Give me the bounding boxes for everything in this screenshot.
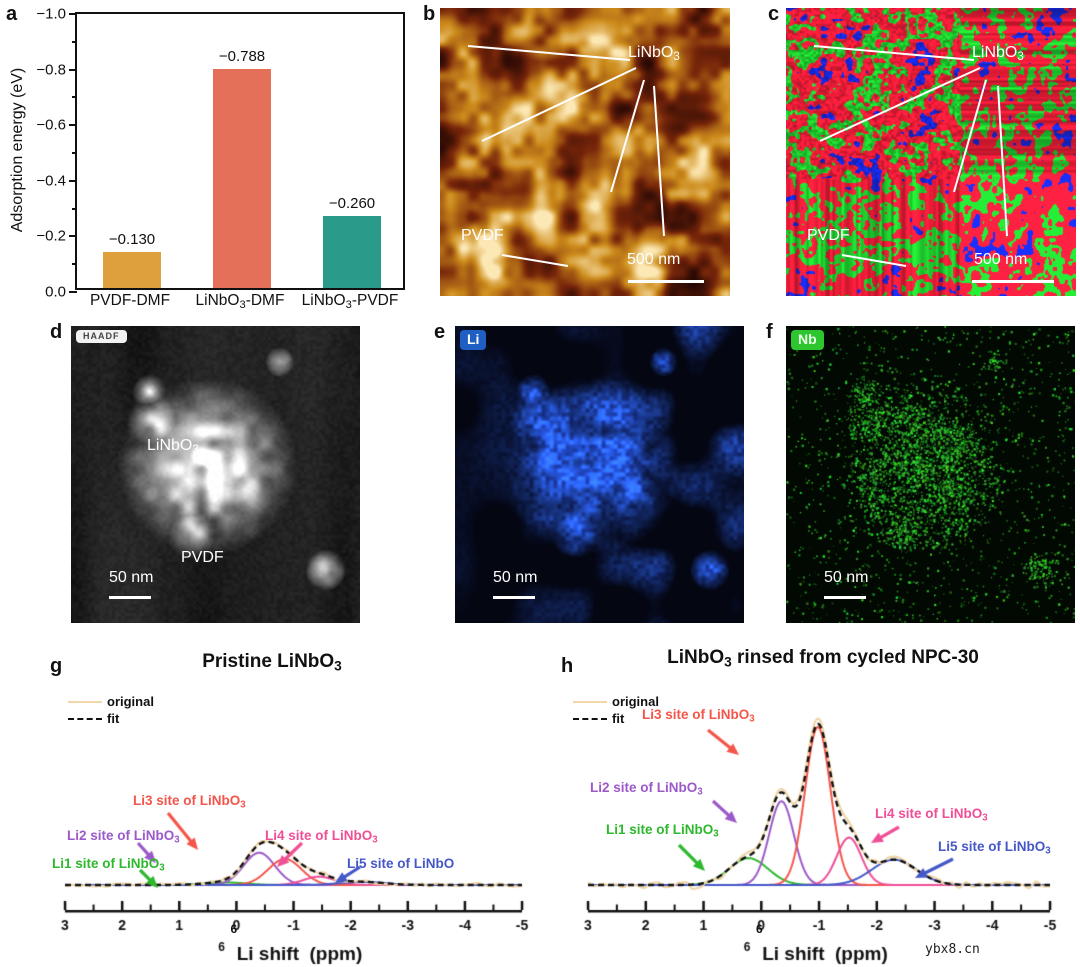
panel-a-bar-chart: a Adsorption energy (eV) 0.0 −0.2 −0.4 −0.6…: [0, 0, 420, 311]
panel-a-x-tick-label: PVDF-DMF: [89, 292, 171, 309]
panel-g-annotation-li2: Li2 site of LiNbO3: [67, 828, 180, 846]
panel-c-label-pvdf: PVDF: [807, 227, 850, 244]
panel-f-scalebar-label: 50 nm: [824, 569, 869, 586]
panel-d-haadf-stem: HAADF LiNbO3 PVDF 50 nm: [71, 326, 360, 623]
panel-a-y-tick: [69, 235, 77, 238]
panel-a-y-tick: [69, 13, 77, 15]
panel-a-bar: [213, 68, 271, 288]
eds-nb-map-image: [786, 326, 1075, 623]
panel-a-y-minor-tick: [72, 207, 77, 210]
panel-d-label-pvdf: PVDF: [181, 549, 224, 566]
panel-a-y-tick-label: −0.6: [36, 116, 66, 134]
panel-g-annotation-li3: Li3 site of LiNbO3: [133, 793, 246, 811]
panel-letter-b: b: [423, 3, 436, 25]
panel-a-bar-value-label: −0.788: [218, 47, 266, 65]
panel-letter-f: f: [766, 321, 773, 343]
panel-h-annotation-li4: Li4 site of LiNbO3: [875, 806, 988, 824]
panel-f-scalebar: [824, 596, 866, 599]
panel-e-scalebar: [493, 596, 535, 599]
panel-a-plot-area: 0.0 −0.2 −0.4 −0.6 −0.8 −1.0 −0.130 −0.788 −0.26…: [36, 6, 405, 301]
panel-g-annotation-li5: Li5 site of LiNbO: [347, 856, 455, 871]
haadf-stem-image: [71, 326, 360, 623]
panel-g-annotation-li1: Li1 site of LiNbO3: [52, 856, 165, 874]
panel-a-x-tick-label: LiNbO3-PVDF: [301, 292, 399, 311]
panel-b-afm-topography: LiNbO3 PVDF 500 nm: [440, 8, 730, 296]
panel-h-nmr-cycled: h LiNbO3 rinsed from cycled NPC-30 origi…: [553, 645, 1068, 967]
panel-a-y-tick-label: −0.8: [36, 61, 66, 79]
panel-f-eds-nb-map: Nb 50 nm: [786, 326, 1075, 623]
panel-a-bar-value-label: −0.260: [328, 194, 376, 212]
panel-c-scalebar-label: 500 nm: [974, 251, 1028, 268]
panel-a-y-tick: [69, 68, 77, 71]
panel-a-y-tick-label: 0.0: [45, 283, 66, 301]
li-shift-superscript: 6: [756, 922, 763, 936]
panel-a-y-minor-tick: [72, 96, 77, 99]
panel-a-x-tick-label: LiNbO3-DMF: [195, 292, 285, 311]
panel-h-annotation-li3: Li3 site of LiNbO3: [642, 707, 755, 725]
panel-a-y-tick: [69, 179, 77, 182]
panel-a-y-minor-tick: [72, 263, 77, 266]
panel-b-annotation-leaders: [467, 45, 665, 267]
panel-letter-d: d: [50, 321, 63, 343]
panel-a-y-tick: [69, 124, 77, 127]
panel-e-eds-li-map: Li 50 nm: [455, 326, 744, 623]
panel-c-scalebar: [972, 280, 1054, 283]
panel-a-bar: [323, 215, 381, 288]
panel-e-element-badge: Li: [460, 330, 487, 350]
panel-d-haadf-badge: HAADF: [76, 330, 127, 344]
panel-g-spectrum-canvas: [30, 645, 540, 967]
panel-h-annotation-li1: Li1 site of LiNbO3: [606, 822, 719, 840]
panel-a-y-tick: [69, 291, 77, 293]
panel-a-bar: [103, 251, 161, 288]
panel-a-y-tick-label: −0.2: [36, 227, 66, 245]
panel-a-bar-value-label: −0.130: [108, 230, 156, 248]
panel-b-label-linbo3: LiNbO3: [628, 44, 680, 63]
panel-a-y-tick-label: −1.0: [36, 5, 66, 23]
panel-a-y-minor-tick: [72, 40, 77, 43]
panel-g-nmr-pristine: g Pristine LiNbO3 original fit Li3 site …: [30, 645, 540, 967]
panel-h-annotation-li5: Li5 site of LiNbO3: [938, 839, 1051, 857]
panel-d-scalebar-label: 50 nm: [109, 569, 154, 586]
panel-g-annotation-li4: Li4 site of LiNbO3: [265, 828, 378, 846]
panel-a-y-axis-label: Adsorption energy (eV): [9, 67, 26, 233]
panel-e-scalebar-label: 50 nm: [493, 569, 538, 586]
panel-b-label-pvdf: PVDF: [461, 227, 504, 244]
panel-letter-a: a: [6, 3, 18, 25]
watermark: ybx8.cn: [925, 942, 980, 957]
panel-c-annotation-leaders: [813, 45, 1008, 267]
panel-a-y-tick-label: −0.4: [36, 172, 66, 190]
panel-h-annotation-li2: Li2 site of LiNbO3: [590, 780, 703, 798]
panel-letter-e: e: [434, 321, 446, 343]
eds-li-map-image: [455, 326, 744, 623]
panel-h-spectrum-canvas: [553, 645, 1068, 967]
panel-d-scalebar: [109, 596, 151, 599]
panel-d-label-linbo3: LiNbO3: [147, 437, 199, 456]
panel-f-element-badge: Nb: [791, 330, 824, 350]
panel-letter-c: c: [768, 3, 780, 25]
panel-c-label-linbo3: LiNbO3: [972, 44, 1024, 63]
li-shift-superscript: 6: [230, 922, 238, 936]
panel-a-y-minor-tick: [72, 152, 77, 154]
panel-c-kpfm-phase-map: LiNbO3 PVDF 500 nm: [786, 8, 1076, 296]
panel-b-scalebar-label: 500 nm: [627, 251, 681, 268]
panel-b-scalebar: [628, 280, 704, 283]
